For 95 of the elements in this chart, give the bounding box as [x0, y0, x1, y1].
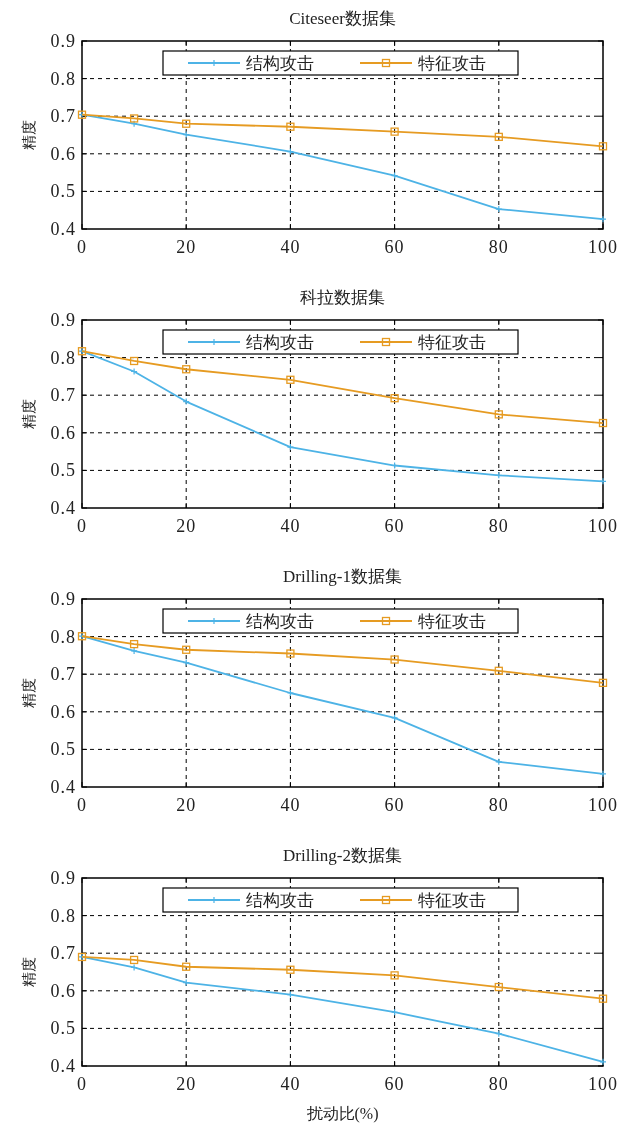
- y-tick-label: 0.6: [50, 980, 76, 1001]
- x-tick-label: 100: [588, 237, 618, 257]
- x-tick-label: 40: [280, 516, 301, 536]
- legend-label: 结构攻击: [246, 333, 314, 352]
- point: [494, 982, 503, 992]
- y-tick-label: 0.4: [50, 777, 76, 797]
- point: [286, 122, 295, 131]
- point: [286, 965, 295, 974]
- x-tick-label: 80: [488, 795, 509, 815]
- point: [129, 114, 139, 123]
- x-tick-label: 0: [77, 795, 87, 815]
- point: [286, 443, 294, 451]
- point: [182, 365, 191, 374]
- legend-label: 特征攻击: [418, 612, 486, 631]
- y-tick-label: 0.9: [50, 31, 76, 51]
- legend-label: 特征攻击: [418, 54, 486, 73]
- y-tick-label: 0.6: [50, 143, 76, 164]
- legend-label: 特征攻击: [418, 891, 486, 910]
- point: [494, 666, 503, 675]
- y-tick-label: 0.7: [50, 664, 76, 685]
- y-tick-label: 0.4: [50, 219, 76, 239]
- x-tick-label: 20: [176, 516, 197, 536]
- point: [129, 356, 139, 366]
- chart-title: Citeseer数据集: [289, 9, 396, 28]
- y-tick-label: 0.9: [50, 310, 76, 330]
- x-tick-label: 40: [280, 237, 301, 257]
- legend-label: 结构攻击: [246, 891, 314, 910]
- y-tick-label: 0.4: [50, 1056, 76, 1076]
- point: [494, 410, 503, 419]
- chart-title: Drilling-2数据集: [283, 846, 402, 865]
- point: [286, 689, 294, 697]
- point: [130, 367, 138, 376]
- legend-label: 特征攻击: [418, 333, 486, 352]
- x-tick-label: 100: [588, 1074, 618, 1094]
- y-tick-label: 0.6: [50, 701, 76, 722]
- y-tick-label: 0.8: [50, 347, 76, 368]
- x-tick-label: 0: [77, 516, 87, 536]
- chart-title: Drilling-1数据集: [283, 567, 402, 586]
- point: [130, 963, 138, 972]
- chart-title: 科拉数据集: [300, 288, 385, 307]
- point: [598, 418, 608, 428]
- point: [495, 205, 503, 213]
- point: [182, 645, 191, 654]
- y-tick-label: 0.8: [50, 626, 76, 647]
- y-tick-label: 0.4: [50, 498, 76, 518]
- x-tick-label: 0: [77, 1074, 87, 1094]
- y-axis-title: 精度: [21, 399, 37, 429]
- x-tick-label: 20: [176, 795, 197, 815]
- x-tick-label: 100: [588, 516, 618, 536]
- y-tick-label: 0.9: [50, 589, 76, 609]
- point: [390, 394, 399, 403]
- legend-label: 结构攻击: [246, 612, 314, 631]
- x-tick-label: 60: [384, 516, 405, 536]
- y-tick-label: 0.5: [50, 739, 76, 760]
- x-tick-label: 40: [280, 1074, 301, 1094]
- point: [598, 678, 608, 687]
- y-tick-label: 0.7: [50, 385, 76, 406]
- y-tick-label: 0.7: [50, 106, 76, 127]
- y-tick-label: 0.5: [50, 460, 76, 481]
- x-tick-label: 100: [588, 795, 618, 815]
- y-tick-label: 0.5: [50, 181, 76, 202]
- y-tick-label: 0.8: [50, 68, 76, 89]
- point: [390, 971, 399, 980]
- y-axis-title: 精度: [21, 957, 37, 987]
- x-tick-label: 40: [280, 795, 301, 815]
- point: [390, 655, 399, 664]
- legend-label: 结构攻击: [246, 54, 314, 73]
- point: [286, 375, 295, 384]
- x-tick-label: 20: [176, 237, 197, 257]
- y-tick-label: 0.8: [50, 905, 76, 926]
- x-tick-label: 80: [488, 516, 509, 536]
- point: [182, 119, 191, 128]
- point: [598, 994, 608, 1003]
- x-tick-label: 60: [384, 237, 405, 257]
- x-tick-label: 60: [384, 795, 405, 815]
- point: [129, 955, 139, 965]
- point: [182, 962, 191, 971]
- x-tick-label: 60: [384, 1074, 405, 1094]
- x-tick-label: 20: [176, 1074, 197, 1094]
- y-tick-label: 0.7: [50, 943, 76, 964]
- x-tick-label: 0: [77, 237, 87, 257]
- point: [390, 127, 399, 136]
- point: [598, 142, 608, 151]
- y-tick-label: 0.9: [50, 868, 76, 888]
- point: [130, 647, 138, 655]
- y-tick-label: 0.5: [50, 1018, 76, 1039]
- y-axis-title: 精度: [21, 678, 37, 708]
- x-axis-title: 扰动比(%): [305, 1105, 379, 1123]
- point: [129, 639, 139, 649]
- y-axis-title: 精度: [21, 120, 37, 150]
- x-tick-label: 80: [488, 237, 509, 257]
- x-tick-label: 80: [488, 1074, 509, 1094]
- point: [494, 132, 503, 142]
- point: [286, 649, 295, 658]
- y-tick-label: 0.6: [50, 422, 76, 443]
